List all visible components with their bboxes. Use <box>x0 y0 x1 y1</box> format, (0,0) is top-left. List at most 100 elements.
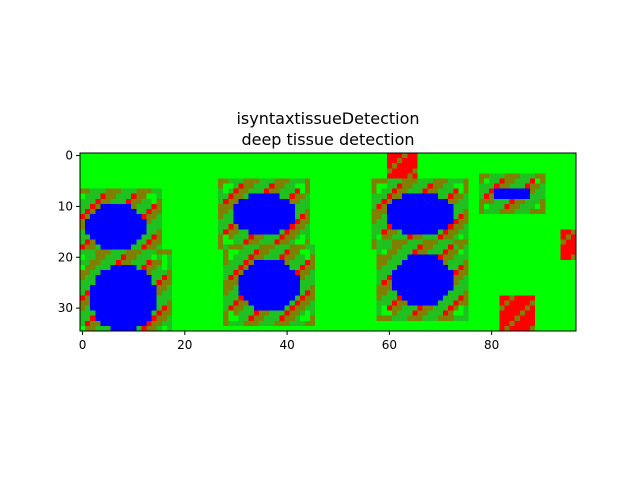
heatmap-cell <box>110 315 117 322</box>
heatmap-cell <box>85 219 91 225</box>
heatmap-cell <box>274 193 280 200</box>
heatmap-cell <box>376 300 383 306</box>
heatmap-cell <box>570 224 577 230</box>
heatmap-cell <box>391 325 398 332</box>
heatmap-cell <box>386 315 393 322</box>
heatmap-cell <box>233 158 239 164</box>
heatmap-cell <box>146 305 152 312</box>
heatmap-cell <box>412 320 418 327</box>
heatmap-cell <box>177 208 183 215</box>
heatmap-cell <box>489 208 495 215</box>
heatmap-cell <box>473 193 480 200</box>
heatmap-cell <box>289 295 296 301</box>
heatmap-cell <box>402 158 408 164</box>
heatmap-cell <box>463 315 469 322</box>
heatmap-cell <box>402 203 408 210</box>
heatmap-cell <box>371 214 377 220</box>
heatmap-cell <box>412 234 418 240</box>
heatmap-cell <box>212 163 219 169</box>
heatmap-cell <box>325 244 331 250</box>
heatmap-cell <box>535 269 541 276</box>
heatmap-cell <box>340 244 347 250</box>
heatmap-cell <box>202 168 209 174</box>
heatmap-cell <box>115 320 122 327</box>
heatmap-cell <box>197 203 204 210</box>
heatmap-cell <box>407 310 413 317</box>
heatmap-cell <box>202 208 209 215</box>
heatmap-cell <box>570 275 577 281</box>
heatmap-cell <box>131 275 137 281</box>
heatmap-plot-area <box>79 152 577 332</box>
heatmap-cell <box>351 320 357 327</box>
heatmap-cell <box>80 173 86 179</box>
heatmap-cell <box>453 234 459 240</box>
heatmap-cell <box>320 224 326 230</box>
heatmap-cell <box>248 300 255 306</box>
heatmap-cell <box>120 275 127 281</box>
heatmap-cell <box>166 173 173 179</box>
heatmap-cell <box>391 285 398 291</box>
heatmap-cell <box>489 325 495 332</box>
heatmap-cell <box>570 315 577 322</box>
heatmap-cell <box>325 239 331 245</box>
heatmap-cell <box>274 315 280 322</box>
heatmap-cell <box>432 163 439 169</box>
heatmap-cell <box>115 244 122 250</box>
heatmap-cell <box>197 254 204 261</box>
heatmap-cell <box>443 193 449 200</box>
heatmap-cell <box>197 264 204 271</box>
heatmap-cell <box>212 203 219 210</box>
heatmap-cell <box>468 219 475 225</box>
heatmap-cell <box>166 198 173 205</box>
heatmap-cell <box>284 285 290 291</box>
heatmap-cell <box>371 295 377 301</box>
heatmap-cell <box>182 290 188 296</box>
heatmap-cell <box>105 234 112 240</box>
heatmap-cell <box>264 249 270 256</box>
heatmap-cell <box>366 203 372 210</box>
x-tick-label: 40 <box>279 338 294 352</box>
heatmap-cell <box>366 280 372 286</box>
heatmap-cell <box>202 269 209 276</box>
heatmap-cell <box>504 224 510 230</box>
heatmap-cell <box>320 219 326 225</box>
heatmap-cell <box>197 285 204 291</box>
heatmap-cell <box>422 244 429 250</box>
heatmap-cell <box>95 234 101 240</box>
heatmap-cell <box>202 178 209 184</box>
heatmap-cell <box>223 188 229 195</box>
heatmap-cell <box>529 320 536 327</box>
heatmap-cell <box>80 295 86 301</box>
heatmap-cell <box>391 188 398 195</box>
heatmap-cell <box>284 305 290 312</box>
heatmap-cell <box>483 239 490 245</box>
heatmap-cell <box>177 300 183 306</box>
heatmap-cell <box>120 315 127 322</box>
heatmap-cell <box>560 325 567 332</box>
heatmap-cell <box>325 325 331 332</box>
heatmap-cell <box>80 214 86 220</box>
heatmap-cell <box>468 153 475 159</box>
heatmap-cell <box>397 315 403 322</box>
heatmap-cell <box>468 198 475 205</box>
heatmap-cell <box>463 173 469 179</box>
heatmap-cell <box>218 244 224 250</box>
heatmap-cell <box>310 310 316 317</box>
heatmap-cell <box>473 290 480 296</box>
heatmap-cell <box>473 158 480 164</box>
heatmap-cell <box>345 234 352 240</box>
heatmap-cell <box>238 168 244 174</box>
heatmap-cell <box>304 249 311 256</box>
heatmap-cell <box>274 163 280 169</box>
heatmap-cell <box>422 259 429 266</box>
heatmap-cell <box>483 275 490 281</box>
heatmap-cell <box>233 219 239 225</box>
heatmap-cell <box>499 219 505 225</box>
heatmap-cell <box>187 315 193 322</box>
heatmap-cell <box>499 249 505 256</box>
heatmap-cell <box>202 188 209 195</box>
heatmap-cell <box>437 234 444 240</box>
heatmap-cell <box>95 249 101 256</box>
heatmap-cell <box>233 173 239 179</box>
